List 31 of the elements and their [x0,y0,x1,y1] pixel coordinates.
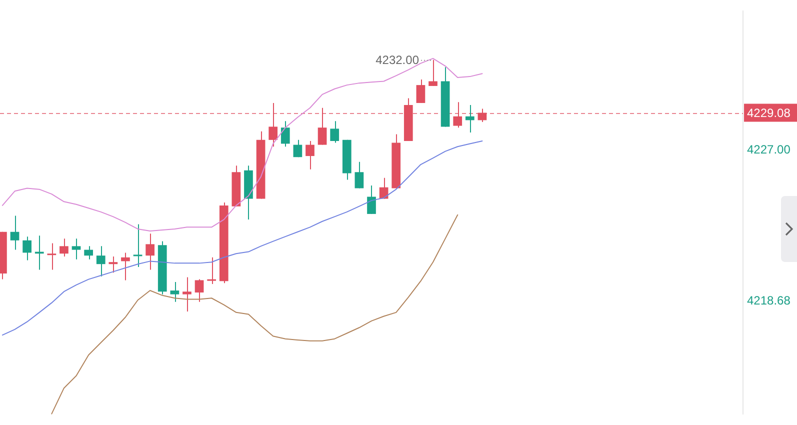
candlestick [10,215,20,250]
candlestick [96,246,106,277]
candlestick [47,242,56,270]
candlestick [146,233,155,270]
candlestick [22,236,32,261]
candlestick [84,246,93,260]
y-tick-label: 4218.68 [747,293,791,308]
annotation: 4232.00 [376,53,420,68]
candlestick [72,238,81,260]
candlestick [133,224,142,268]
line-series [51,214,458,414]
candlestick [416,78,426,104]
candlestick [182,276,192,312]
line-series [2,140,483,336]
candlestick [330,120,340,144]
candlestick [293,139,302,158]
candlestick [60,238,68,257]
candlestick [306,140,314,170]
candlestick [194,278,204,302]
y-tick-label: 4227.00 [747,142,791,157]
candlestick [367,185,376,214]
ref-line-label: 4229.08 [747,106,791,120]
candlestick [428,59,438,86]
candlestick [354,161,364,189]
candlestick [465,104,474,133]
candlestick [170,282,180,302]
line-series [2,58,483,232]
candlestick [108,256,118,274]
candlestick [121,252,130,281]
candlestick [207,256,216,285]
candlestick [280,120,290,148]
